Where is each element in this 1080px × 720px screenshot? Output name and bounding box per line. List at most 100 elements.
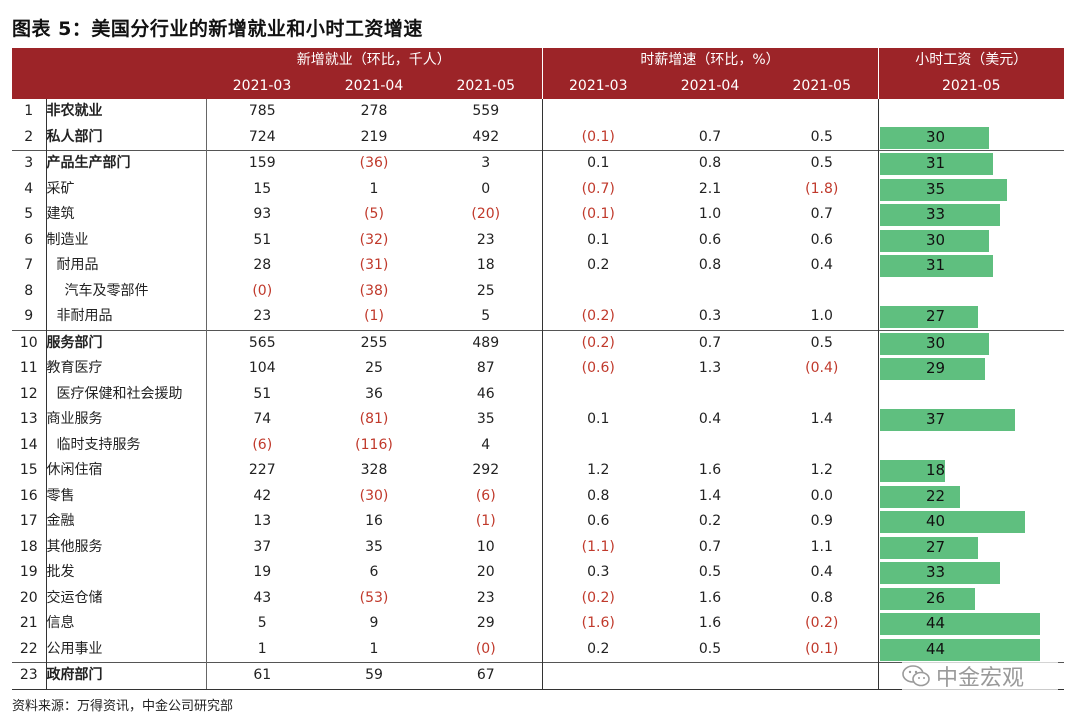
wage-bar bbox=[879, 153, 993, 175]
header-month-growth-1: 2021-03 bbox=[542, 73, 654, 99]
wage-label: 40 bbox=[925, 512, 946, 530]
jobs-cell: 10 bbox=[430, 534, 543, 560]
wage-growth-cell bbox=[542, 382, 654, 408]
wage-growth-cell: 0.5 bbox=[698, 640, 722, 657]
jobs-cell: (1) bbox=[364, 308, 384, 324]
wage-growth-cell bbox=[766, 99, 879, 125]
wage-label: 27 bbox=[925, 537, 946, 556]
wage-cell: 37 bbox=[877, 407, 1065, 433]
table-body: 1 非农就业 785 278 559 2 私人部门 724 219 492 (0.1) 0.7 0.5 3… bbox=[12, 99, 1065, 690]
row-label: 休闲住宿 bbox=[46, 458, 207, 484]
jobs-cell: (30) bbox=[359, 487, 389, 504]
wage-growth-cell: 0.6 bbox=[698, 231, 722, 248]
row-label: 信息 bbox=[46, 611, 207, 637]
wage-growth-cell: 0.3 bbox=[698, 308, 722, 324]
wage-bar bbox=[879, 409, 1015, 431]
wage-label: 29 bbox=[925, 359, 946, 377]
wage-growth-cell: 0.5 bbox=[698, 564, 722, 580]
wage-cell: 27 bbox=[877, 534, 1065, 560]
source-note: 资料来源：万得资讯，中金公司研究部 bbox=[12, 699, 234, 714]
wage-label: 44 bbox=[925, 639, 946, 658]
wage-growth-cell: 0.9 bbox=[766, 509, 879, 535]
header-blank-2 bbox=[12, 73, 206, 99]
header-month-wage: 2021-05 bbox=[878, 73, 1065, 99]
jobs-cell: 74 bbox=[253, 411, 272, 427]
row-label: 零售 bbox=[46, 483, 207, 509]
wage-growth-cell: (0.1) bbox=[581, 206, 615, 222]
jobs-cell: (53) bbox=[359, 589, 389, 606]
jobs-cell: 46 bbox=[430, 381, 543, 407]
table-row: 1 非农就业 785 278 559 bbox=[12, 99, 1065, 125]
jobs-cell: 29 bbox=[430, 611, 543, 637]
wage-growth-cell: 1.1 bbox=[766, 534, 879, 560]
wage-growth-cell bbox=[654, 279, 766, 305]
table-row: 5 建筑 93 (5) (20) (0.1) 1.0 0.7 33 bbox=[12, 202, 1065, 228]
wage-growth-cell bbox=[654, 99, 766, 125]
wage-cell: 18 bbox=[877, 458, 1065, 484]
wage-growth-cell: 1.6 bbox=[698, 589, 722, 606]
jobs-cell: (36) bbox=[318, 150, 430, 177]
jobs-cell: 67 bbox=[430, 662, 543, 690]
jobs-cell: 227 bbox=[248, 462, 276, 478]
row-index: 11 bbox=[12, 356, 47, 382]
wage-growth-cell: 1.0 bbox=[766, 304, 879, 330]
header-month-jobs-2: 2021-04 bbox=[318, 73, 430, 99]
wage-cell: 44 bbox=[877, 611, 1065, 637]
jobs-cell: 492 bbox=[430, 124, 543, 151]
wage-label: 30 bbox=[925, 333, 946, 352]
wage-cell: 35 bbox=[877, 176, 1065, 202]
wage-growth-cell: 0.6 bbox=[587, 513, 610, 529]
wage-growth-cell: 1.6 bbox=[698, 462, 722, 478]
wage-growth-cell: (0.2) bbox=[766, 611, 879, 637]
wage-label: 33 bbox=[925, 563, 946, 581]
wage-growth-cell: 1.0 bbox=[698, 206, 722, 222]
table-row: 4 采矿 15 1 0 (0.7) 2.1 (1.8) 35 bbox=[12, 176, 1065, 202]
wage-growth-cell: (0.6) bbox=[581, 360, 615, 376]
jobs-cell: 565 bbox=[206, 329, 318, 356]
row-label: 建筑 bbox=[46, 202, 207, 228]
wage-cell bbox=[877, 99, 1065, 125]
wage-label: 18 bbox=[925, 461, 946, 479]
jobs-cell: 23 bbox=[430, 227, 543, 253]
row-label: 医疗保健和社会援助 bbox=[46, 381, 207, 407]
wage-label: 30 bbox=[925, 127, 946, 146]
wage-cell: 26 bbox=[877, 585, 1065, 611]
wage-cell: 29 bbox=[877, 356, 1065, 382]
wage-cell: 31 bbox=[877, 253, 1065, 279]
wage-label: 27 bbox=[925, 307, 946, 325]
jobs-cell: 87 bbox=[430, 356, 543, 382]
wage-growth-cell: 0.2 bbox=[698, 513, 722, 529]
wage-bar bbox=[879, 306, 978, 328]
row-label: 汽车及零部件 bbox=[46, 278, 207, 304]
wage-label: 31 bbox=[925, 256, 946, 274]
row-label: 其他服务 bbox=[46, 534, 207, 560]
wage-growth-cell: (0.1) bbox=[581, 128, 615, 145]
row-index: 15 bbox=[12, 458, 47, 484]
wage-label: 30 bbox=[925, 230, 946, 249]
wage-bar bbox=[879, 587, 975, 610]
wage-growth-cell: 0.7 bbox=[766, 202, 879, 228]
table-row: 16 零售 42 (30) (6) 0.8 1.4 0.0 22 bbox=[12, 483, 1065, 509]
wage-cell: 44 bbox=[877, 636, 1065, 663]
wage-bar bbox=[879, 562, 1000, 584]
row-label: 制造业 bbox=[46, 227, 207, 253]
jobs-cell: 15 bbox=[253, 180, 272, 197]
wage-cell: 27 bbox=[877, 304, 1065, 330]
row-label: 产品生产部门 bbox=[46, 150, 207, 177]
wage-growth-cell: 0.5 bbox=[766, 124, 879, 151]
row-index: 16 bbox=[12, 483, 47, 509]
row-index: 8 bbox=[12, 278, 47, 304]
jobs-cell: 724 bbox=[248, 128, 276, 145]
wage-growth-cell bbox=[542, 662, 654, 690]
wage-growth-cell bbox=[766, 662, 879, 690]
watermark-text: 中金宏观 bbox=[936, 666, 1025, 691]
jobs-cell: 104 bbox=[248, 360, 276, 376]
table-row: 9 非耐用品 23 (1) 5 (0.2) 0.3 1.0 27 bbox=[12, 304, 1065, 330]
jobs-cell: 5 bbox=[430, 304, 543, 330]
table-row: 11 教育医疗 104 25 87 (0.6) 1.3 (0.4) 29 bbox=[12, 356, 1065, 382]
wage-label: 44 bbox=[925, 614, 946, 632]
jobs-cell: (81) bbox=[359, 411, 389, 427]
jobs-cell: 489 bbox=[430, 329, 543, 356]
row-index: 7 bbox=[12, 253, 47, 279]
jobs-cell: 1 bbox=[369, 180, 379, 197]
